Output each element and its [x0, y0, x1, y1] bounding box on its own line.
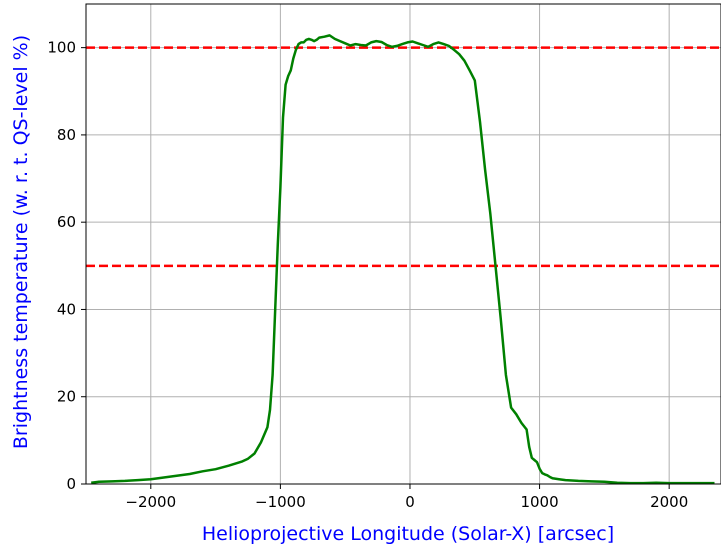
series-line	[91, 34, 715, 485]
reference-lines	[86, 46, 721, 268]
grid-lines	[86, 4, 721, 485]
y-tick-label: 40	[57, 300, 76, 318]
x-tick-label: 2000	[650, 493, 688, 511]
x-tick-label: −1000	[255, 493, 306, 511]
y-tick-label: 20	[57, 388, 76, 406]
y-tick-label: 0	[66, 475, 76, 493]
series-layer	[91, 34, 715, 485]
x-tick-label: −2000	[125, 493, 176, 511]
x-tick-label: 1000	[520, 493, 558, 511]
x-tick-label: 0	[405, 493, 415, 511]
x-axis-label: Helioprojective Longitude (Solar-X) [arc…	[202, 523, 614, 545]
y-axis-label: Brightness temperature (w. r. t. QS-leve…	[10, 35, 32, 449]
y-tick-label: 60	[57, 213, 76, 231]
y-tick-label: 80	[57, 126, 76, 144]
plot-frame	[85, 3, 721, 485]
y-tick-label: 100	[47, 39, 76, 57]
axis-ticks: −2000 −1000 0 1000 2000 0 20 40 60 80 100	[47, 39, 688, 511]
